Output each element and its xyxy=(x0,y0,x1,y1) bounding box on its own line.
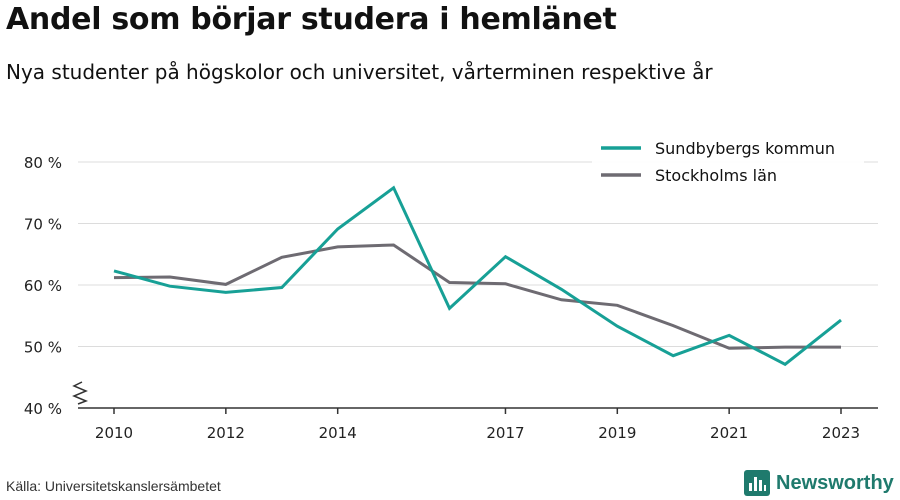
axis-break-icon xyxy=(72,381,89,405)
y-tick-label: 60 % xyxy=(24,277,62,295)
y-tick-label: 40 % xyxy=(24,400,62,418)
x-tick-label: 2017 xyxy=(486,424,524,442)
x-tick-label: 2023 xyxy=(822,424,860,442)
chart-subtitle: Nya studenter på högskolor och universit… xyxy=(6,60,713,84)
source-note: Källa: Universitetskanslersämbetet xyxy=(6,478,221,494)
x-tick-label: 2021 xyxy=(710,424,748,442)
series-line-sundbybergs-kommun xyxy=(113,185,842,367)
x-tick-label: 2019 xyxy=(598,424,636,442)
chart-title: Andel som börjar studera i hemlänet xyxy=(6,2,617,37)
brand-logo: Newsworthy xyxy=(744,470,894,496)
x-tick-label: 2014 xyxy=(319,424,357,442)
legend-box xyxy=(592,132,864,188)
y-tick-label: 70 % xyxy=(24,216,62,234)
brand-name: Newsworthy xyxy=(776,471,894,494)
x-tick-label: 2010 xyxy=(95,424,133,442)
y-tick-label: 50 % xyxy=(24,339,62,357)
series-line-stockholms-län xyxy=(113,243,841,350)
x-tick-label: 2012 xyxy=(207,424,245,442)
legend-label: Sundbybergs kommun xyxy=(655,139,835,158)
legend-label: Stockholms län xyxy=(655,166,777,185)
newsworthy-logo-icon xyxy=(744,470,770,496)
y-tick-label: 80 % xyxy=(24,154,62,172)
